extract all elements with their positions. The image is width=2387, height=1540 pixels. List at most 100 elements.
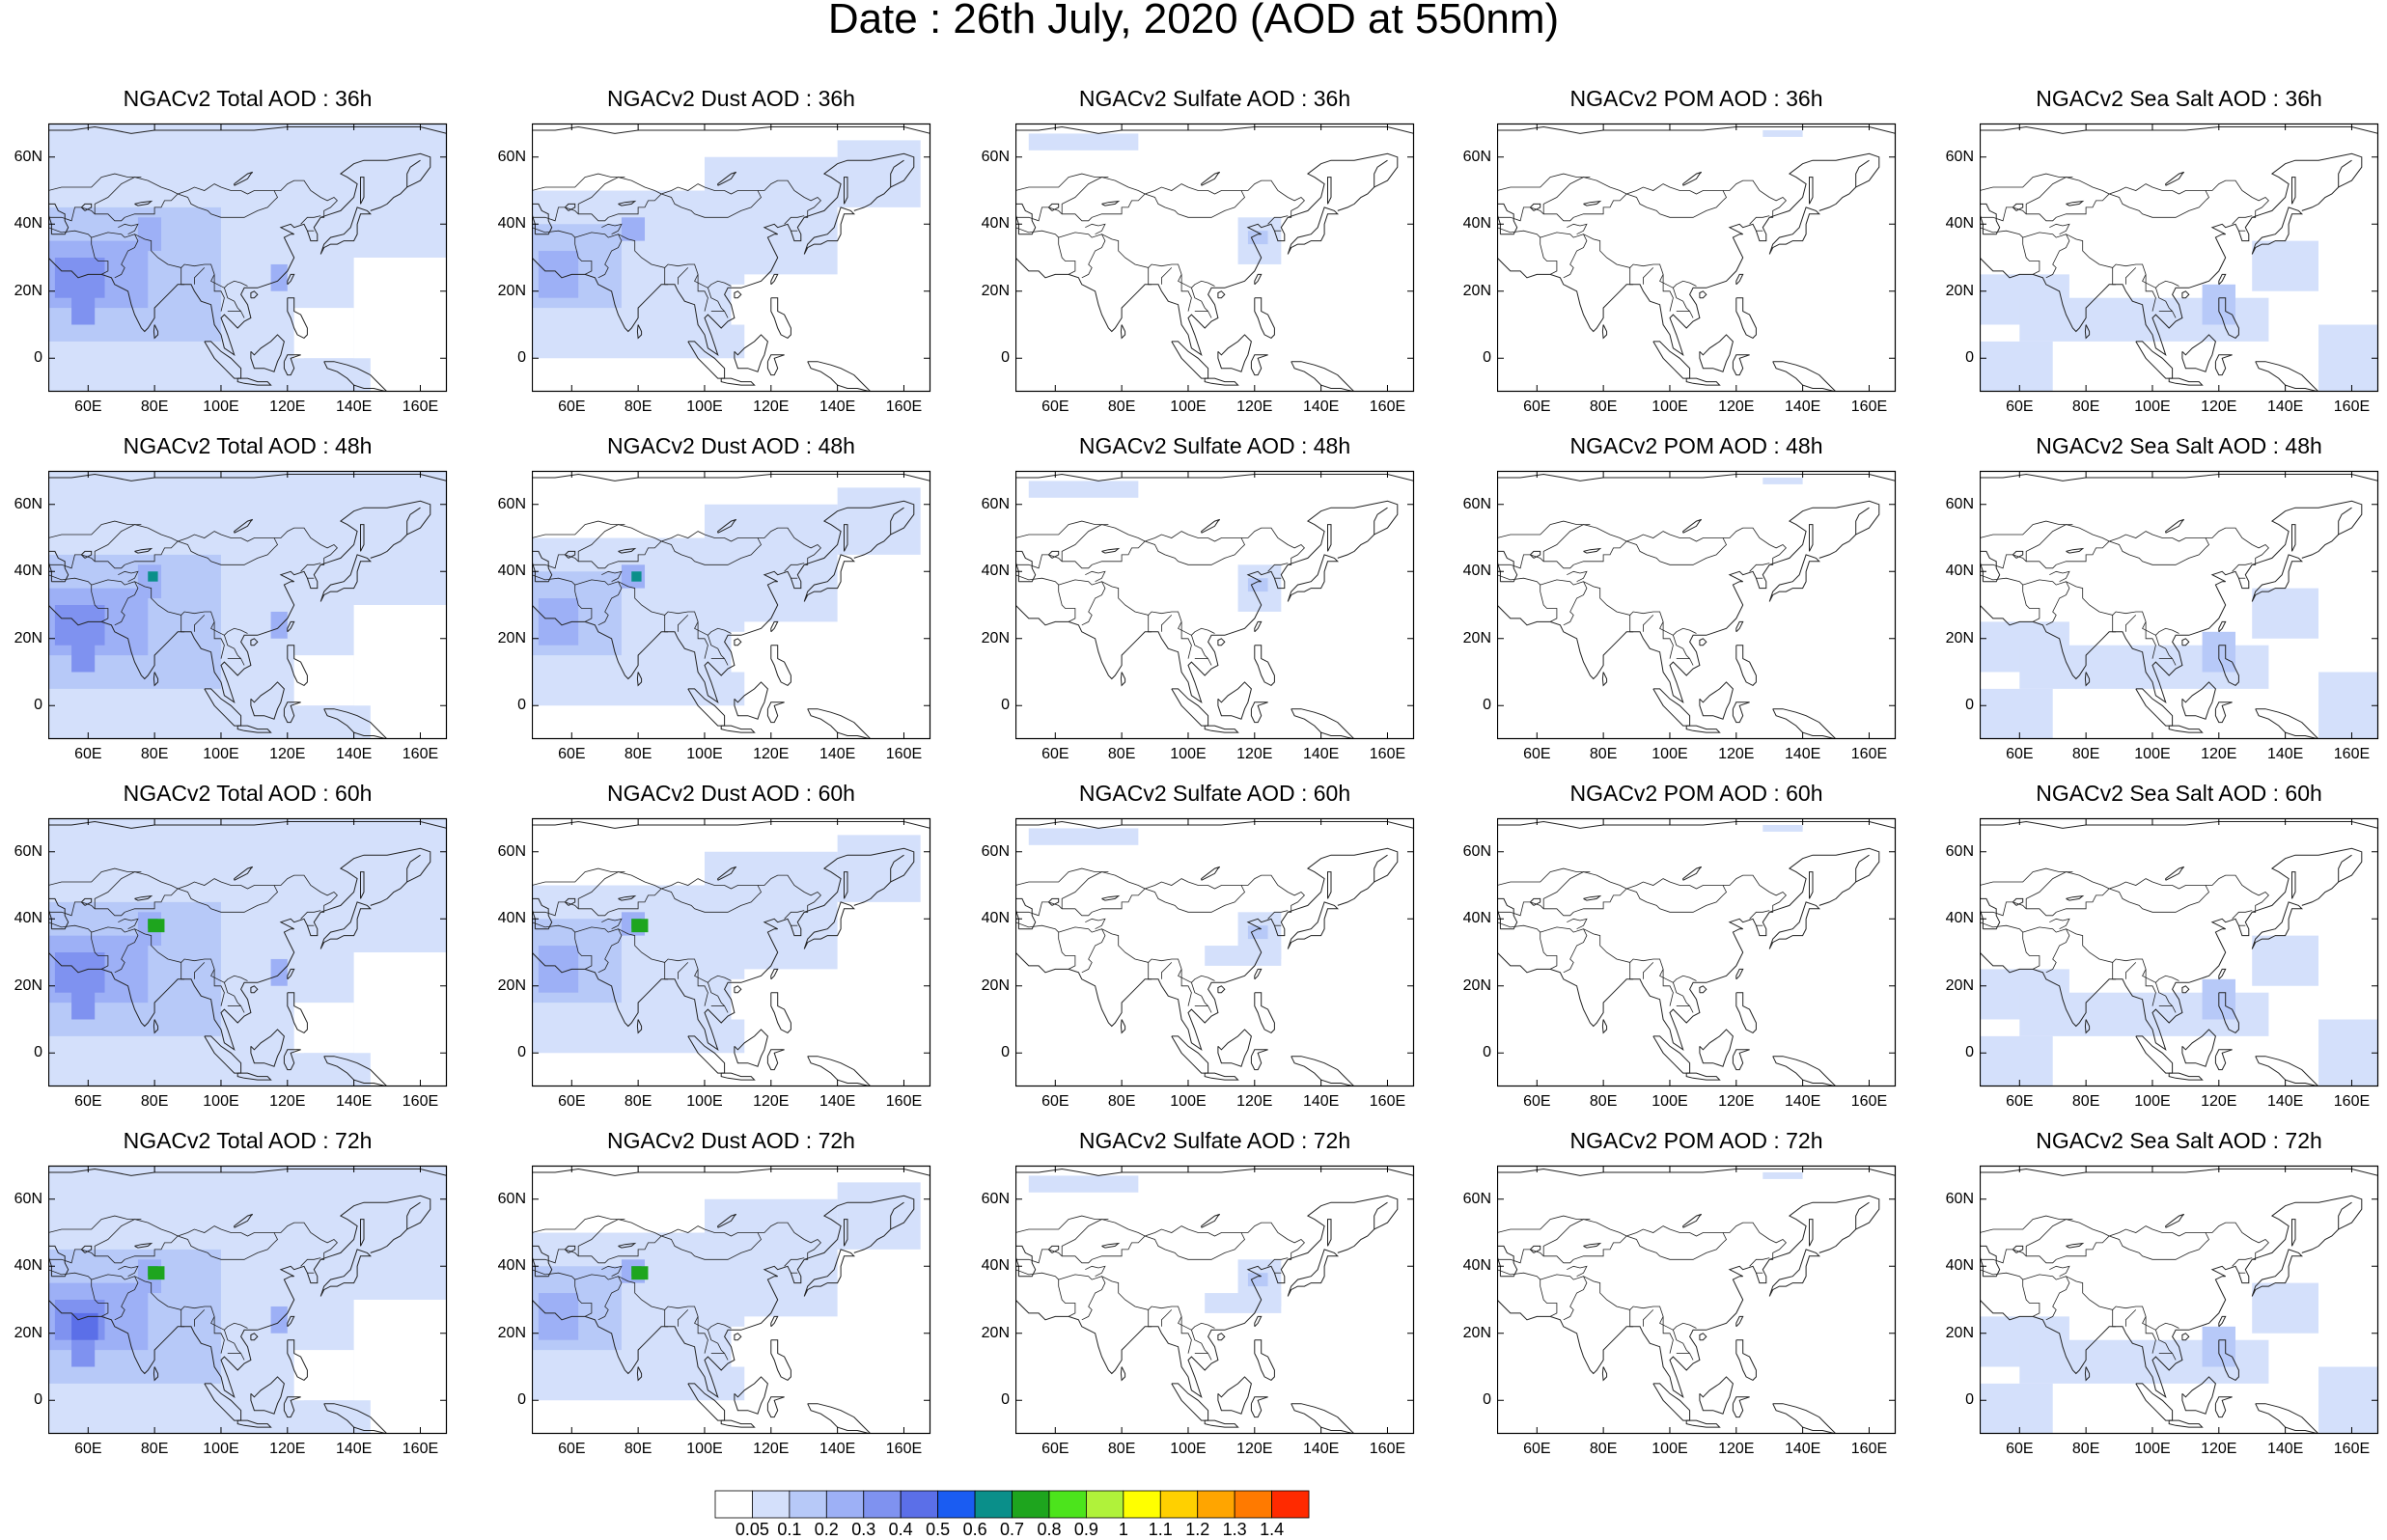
country-border [532,183,762,222]
coastline [1818,1228,1857,1253]
map-panel: NGACv2 Sulfate AOD : 72h 60N 40N 20N 0 60E 80E… [982,1129,1469,1457]
panel-title: NGACv2 Sea Salt AOD : 36h [2036,86,2322,111]
coastline [204,1383,242,1421]
country-border [2155,982,2177,1013]
coastline [532,152,915,357]
colorbar-box [1271,1490,1310,1519]
country-border [1015,183,1245,222]
coastline [319,554,373,602]
coastline [1652,341,1691,379]
y-tick-label: 20N [1945,629,1974,646]
country-border [532,531,762,569]
y-tick-label: 0 [34,349,42,367]
map-panel: NGACv2 Sulfate AOD : 36h 60N 40N 20N 0 60E 80E… [982,87,1469,415]
country-border [601,918,623,930]
country-border [1497,867,1591,886]
coastline [134,200,153,206]
coastline [1682,1213,1703,1228]
coastline [2218,273,2227,286]
country-border [1497,1215,1591,1233]
coastline [1201,171,1221,186]
panel-title: NGACv2 Sea Salt AOD : 48h [2036,433,2322,458]
country-border [1241,179,1305,218]
colorbar-label: 0.4 [888,1520,913,1539]
country-border [1723,1222,1787,1260]
coastline [2301,1228,2340,1253]
y-tick-label: 20N [981,1324,1010,1341]
coastline [2165,518,2185,534]
y-tick-label: 0 [1483,349,1491,367]
y-tick-label: 60N [981,842,1010,860]
x-tick-label: 80E [1589,1093,1618,1110]
coastline [1699,334,1734,372]
coastline [1685,1419,1721,1428]
map-plot [532,123,931,393]
country-border [1749,563,1770,572]
aod-cell [1205,1293,1282,1313]
coastline [766,701,785,724]
coastline [1768,206,1821,255]
aod-cell [1980,688,2053,739]
map-plot [1980,1165,2379,1435]
coastline [2181,985,2190,994]
country-border [1058,579,1106,626]
coastline [770,1339,791,1382]
x-tick-label: 60E [1041,1441,1069,1457]
x-tick-label: 60E [1041,1093,1069,1110]
country-border [574,232,623,279]
y-tick-label: 40N [14,910,42,927]
panel-title: NGACv2 POM AOD : 60h [1569,781,1823,806]
coastline [2181,1333,2190,1341]
coastline [532,473,930,481]
country-border [1497,173,1591,191]
coastline [618,894,637,901]
x-tick-label: 160E [885,1441,923,1457]
x-tick-label: 80E [140,399,169,415]
x-tick-label: 100E [1651,1093,1688,1110]
coastline [204,1035,242,1074]
panel-title: NGACv2 Total AOD : 48h [123,433,373,458]
aod-cell [704,504,838,622]
country-border [1015,921,1076,970]
aod-cell [148,1266,165,1280]
x-tick-label: 140E [1784,399,1821,415]
country-border [2112,962,2117,980]
country-border [1980,183,2209,222]
y-tick-label: 0 [517,1044,526,1061]
coastline [1735,620,1744,633]
y-tick-label: 0 [1965,1044,1974,1061]
coastline [1497,1245,1518,1278]
country-border [1101,1276,1215,1331]
coastline [1120,1019,1126,1034]
country-border [664,962,669,980]
y-tick-label: 20N [497,976,526,994]
country-border [1267,910,1289,920]
coastline [1735,968,1744,980]
y-tick-label: 40N [1945,910,1974,927]
x-tick-label: 120E [1236,1093,1273,1110]
map-panel: NGACv2 POM AOD : 60h 60N 40N 20N 0 60E 80E 100E… [1463,781,1951,1110]
map-panel: NGACv2 Sea Salt AOD : 60h 60N 40N 20N 0 60E 80… [1946,782,2387,1110]
x-tick-label: 140E [1302,746,1340,762]
panel-title: NGACv2 Dust AOD : 36h [607,86,855,111]
coastline [734,1333,742,1341]
x-tick-label: 60E [558,746,586,762]
y-tick-label: 60N [1945,148,1974,165]
coastline [1047,1245,1060,1253]
coastline [1732,354,1750,376]
country-border [532,878,762,917]
country-border [532,574,593,622]
coastline [1250,1049,1268,1071]
country-border [532,921,593,970]
aod-cell [621,217,646,241]
x-tick-label: 160E [1369,399,1406,415]
x-tick-label: 120E [2201,746,2237,762]
x-tick-label: 100E [686,399,723,415]
colorbar-box [974,1490,1013,1519]
map-panel: NGACv2 Total AOD : 72h 60N 40N 20N 0 60E 80E 10… [14,1129,502,1457]
coastline [153,1366,159,1382]
country-border [532,867,625,886]
coastline [636,1019,643,1034]
coastline [134,547,153,554]
coastline [1291,361,1355,392]
